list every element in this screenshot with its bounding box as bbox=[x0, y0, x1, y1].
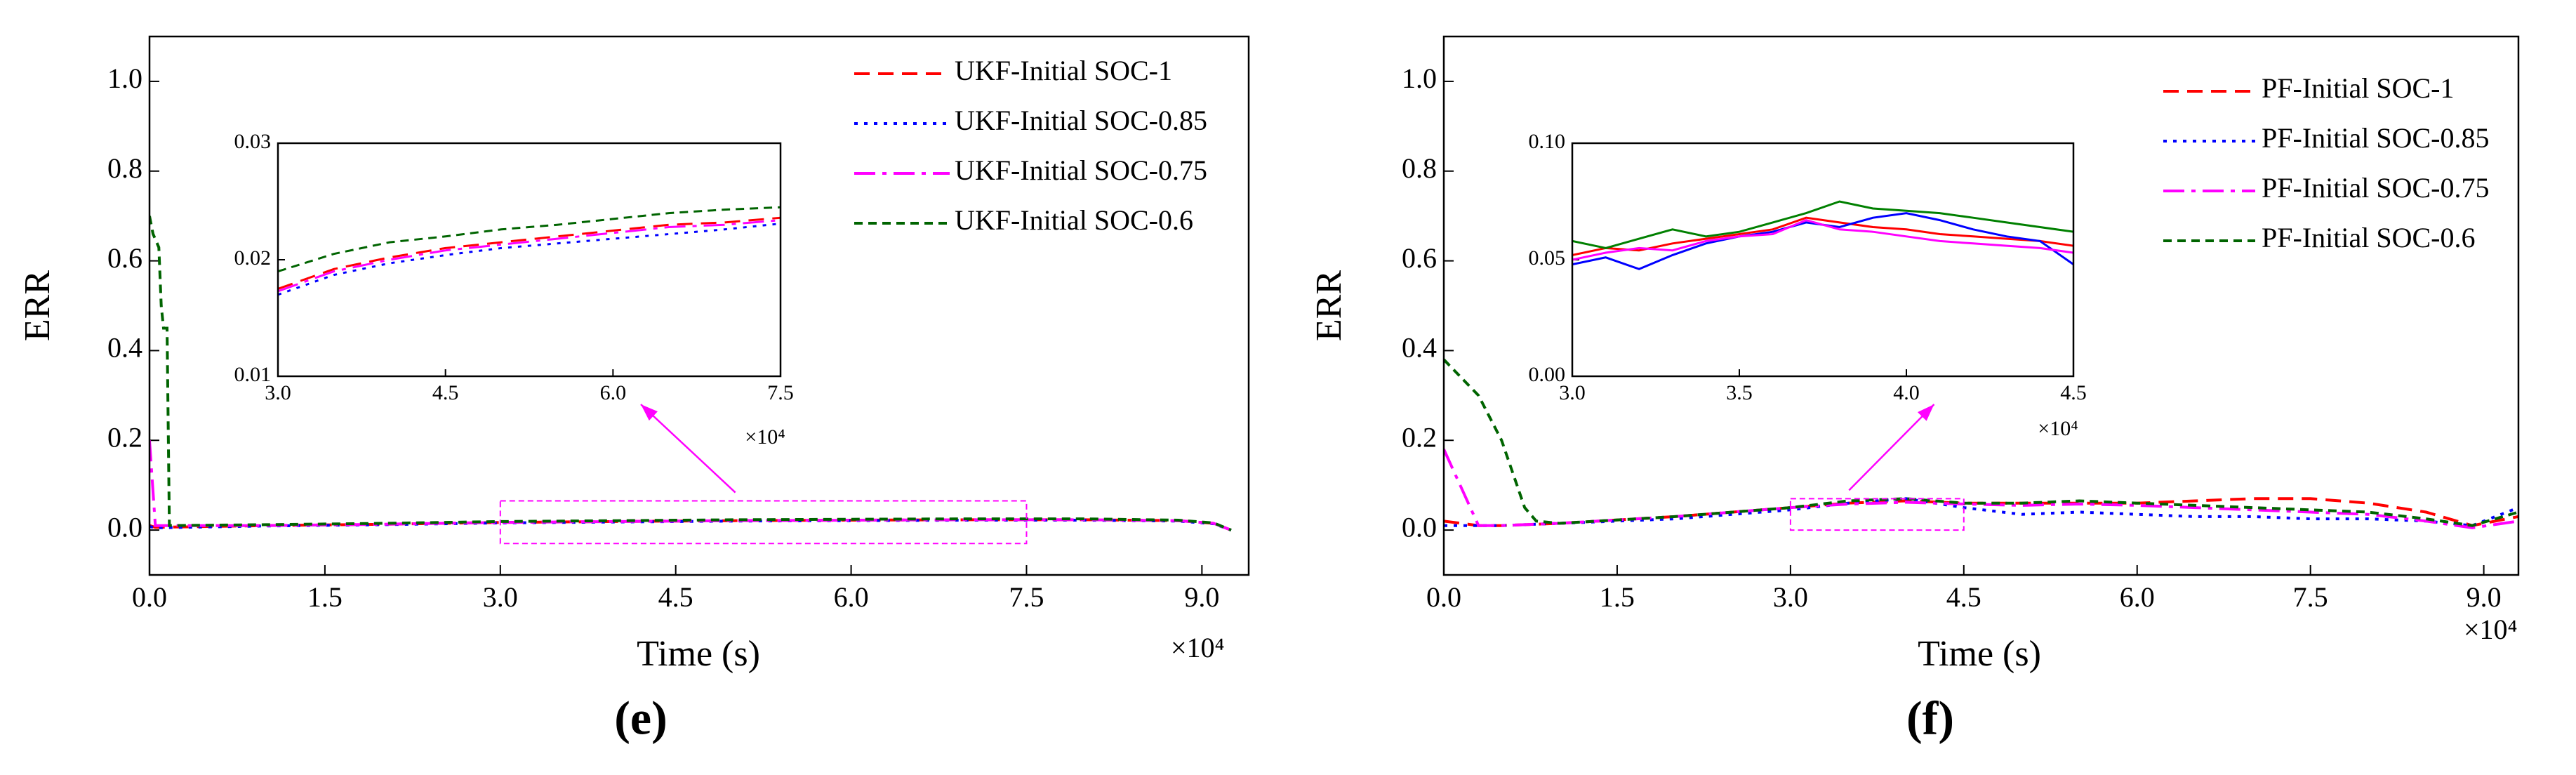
y-tick-label: 0.2 bbox=[1402, 421, 1437, 453]
x-tick-label: 4.5 bbox=[1946, 581, 1981, 613]
plot-frame bbox=[1571, 142, 2075, 378]
y-tick-label: 0.01 bbox=[234, 363, 272, 386]
x-tick-label: 6.0 bbox=[834, 581, 869, 613]
x-tick-label: 9.0 bbox=[1184, 581, 1219, 613]
panel-label: (f) bbox=[1906, 691, 1954, 745]
legend-label: UKF-Initial SOC-1 bbox=[955, 55, 1172, 86]
x-tick-label: 1.5 bbox=[307, 581, 343, 613]
y-tick-label: 0.8 bbox=[107, 152, 142, 184]
legend-label: UKF-Initial SOC-0.6 bbox=[955, 204, 1193, 236]
y-tick-label: 0.0 bbox=[1402, 511, 1437, 543]
x-tick-label: 3.0 bbox=[265, 381, 291, 404]
legend-label: PF-Initial SOC-1 bbox=[2262, 72, 2454, 104]
zoom-box bbox=[1789, 498, 1965, 531]
series-line bbox=[278, 206, 781, 273]
x-tick-label: 7.5 bbox=[2293, 581, 2328, 613]
x-tick-label: 6.0 bbox=[600, 381, 627, 404]
x-tick-label: 6.0 bbox=[2120, 581, 2155, 613]
y-tick-label: 0.10 bbox=[1529, 130, 1566, 153]
plot-frame bbox=[277, 142, 782, 378]
y-tick-label: 0.6 bbox=[1402, 242, 1437, 274]
y-tick-label: 0.2 bbox=[107, 421, 142, 453]
y-axis-label: ERR bbox=[18, 270, 58, 341]
y-tick-label: 0.6 bbox=[107, 242, 142, 274]
panel-label: (e) bbox=[614, 691, 667, 745]
zoom-arrow-head bbox=[1917, 404, 1934, 421]
x-axis-label: Time (s) bbox=[637, 634, 760, 674]
legend-label: PF-Initial SOC-0.75 bbox=[2262, 172, 2489, 204]
y-tick-label: 1.0 bbox=[107, 62, 142, 94]
x-tick-label: 4.5 bbox=[2060, 381, 2087, 404]
series-line bbox=[1572, 200, 2073, 249]
x-tick-label: 7.5 bbox=[767, 381, 794, 404]
x-multiplier: ×10⁴ bbox=[2464, 614, 2518, 645]
series-line bbox=[278, 223, 781, 296]
x-tick-label: 4.5 bbox=[658, 581, 693, 613]
plot-frame bbox=[1442, 35, 2520, 576]
plot-frame bbox=[148, 35, 1250, 576]
x-multiplier: ×10⁴ bbox=[2038, 417, 2078, 440]
y-tick-label: 0.03 bbox=[234, 130, 272, 153]
x-tick-label: 3.0 bbox=[483, 581, 518, 613]
y-tick-label: 0.05 bbox=[1529, 246, 1566, 270]
zoom-box bbox=[499, 500, 1028, 545]
x-tick-label: 3.0 bbox=[1773, 581, 1808, 613]
inset-background bbox=[1572, 143, 2073, 376]
legend-label: PF-Initial SOC-0.85 bbox=[2262, 122, 2489, 154]
y-tick-label: 0.00 bbox=[1529, 363, 1566, 386]
inset-background bbox=[278, 143, 781, 376]
x-tick-label: 3.0 bbox=[1559, 381, 1586, 404]
x-tick-label: 4.5 bbox=[432, 381, 459, 404]
x-multiplier: ×10⁴ bbox=[745, 425, 785, 449]
y-tick-label: 0.4 bbox=[1402, 332, 1437, 364]
y-tick-label: 0.02 bbox=[234, 246, 272, 270]
x-tick-label: 9.0 bbox=[2467, 581, 2502, 613]
series-line bbox=[1572, 219, 2073, 261]
x-tick-label: 0.0 bbox=[132, 581, 167, 613]
zoom-arrow-head bbox=[641, 404, 658, 421]
y-tick-label: 0.0 bbox=[107, 511, 142, 543]
legend-label: PF-Initial SOC-0.6 bbox=[2262, 222, 2475, 253]
x-tick-label: 3.5 bbox=[1726, 381, 1753, 404]
legend-label: UKF-Initial SOC-0.85 bbox=[955, 105, 1207, 136]
x-tick-label: 4.0 bbox=[1893, 381, 1920, 404]
y-tick-label: 0.8 bbox=[1402, 152, 1437, 184]
x-tick-label: 0.0 bbox=[1426, 581, 1461, 613]
x-tick-label: 1.5 bbox=[1600, 581, 1635, 613]
series-line bbox=[278, 219, 781, 293]
x-axis-label: Time (s) bbox=[1918, 634, 2041, 674]
zoom-arrow bbox=[640, 404, 736, 494]
zoom-arrow bbox=[1848, 404, 1935, 491]
y-tick-label: 0.4 bbox=[107, 332, 142, 364]
y-axis-label: ERR bbox=[1309, 270, 1349, 341]
series-line bbox=[1572, 216, 2073, 256]
x-multiplier: ×10⁴ bbox=[1171, 632, 1225, 663]
x-tick-label: 7.5 bbox=[1009, 581, 1044, 613]
series-line bbox=[1444, 497, 2518, 527]
legend-label: UKF-Initial SOC-0.75 bbox=[955, 154, 1207, 186]
y-tick-label: 1.0 bbox=[1402, 62, 1437, 94]
